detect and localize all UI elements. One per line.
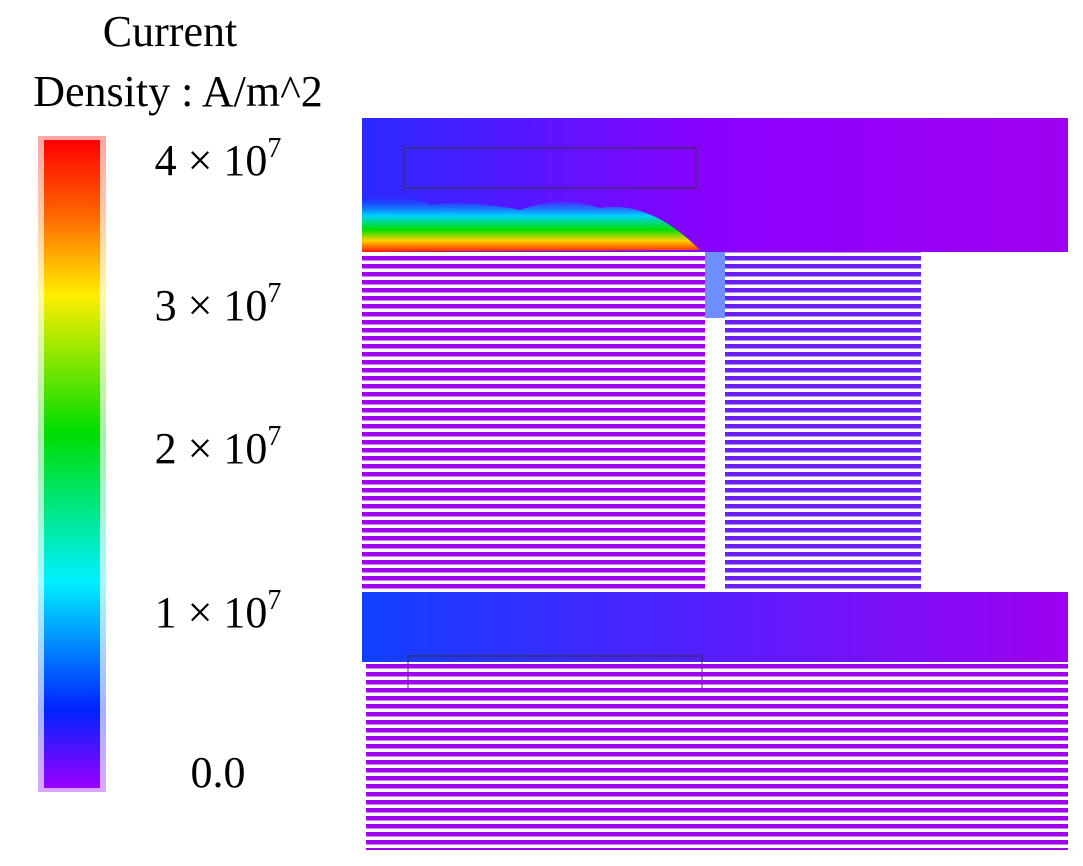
tick-exponent: 7 xyxy=(267,278,281,309)
colorbar-gradient xyxy=(44,140,100,788)
right-laminations xyxy=(725,252,921,592)
colorbar-title: Current xyxy=(103,7,237,56)
tick-text: 1 × 10 xyxy=(155,588,268,637)
coil-outline xyxy=(403,147,697,189)
left-laminations xyxy=(362,256,705,592)
tick-text: 0.0 xyxy=(191,748,246,797)
colorbar-tick-label: 2 × 107 xyxy=(155,421,282,473)
gap-field xyxy=(705,252,725,318)
tick-text: 4 × 10 xyxy=(155,136,268,185)
colorbar-tick-label: 1 × 107 xyxy=(155,585,282,637)
geometry xyxy=(362,118,1068,850)
colorbar-tick-label: 4 × 107 xyxy=(155,133,282,185)
tick-exponent: 7 xyxy=(267,133,281,164)
colorbar-tick-label: 3 × 107 xyxy=(155,278,282,330)
colorbar-title: Density : A/m^2 xyxy=(33,67,323,116)
tick-text: 3 × 10 xyxy=(155,281,268,330)
bottom-laminations xyxy=(366,662,1068,850)
lower-block xyxy=(362,592,1068,662)
hot-band xyxy=(362,196,700,252)
tick-exponent: 7 xyxy=(267,585,281,616)
colorbar-tick-label: 0.0 xyxy=(191,748,246,797)
tick-exponent: 7 xyxy=(267,421,281,452)
tick-text: 2 × 10 xyxy=(155,424,268,473)
